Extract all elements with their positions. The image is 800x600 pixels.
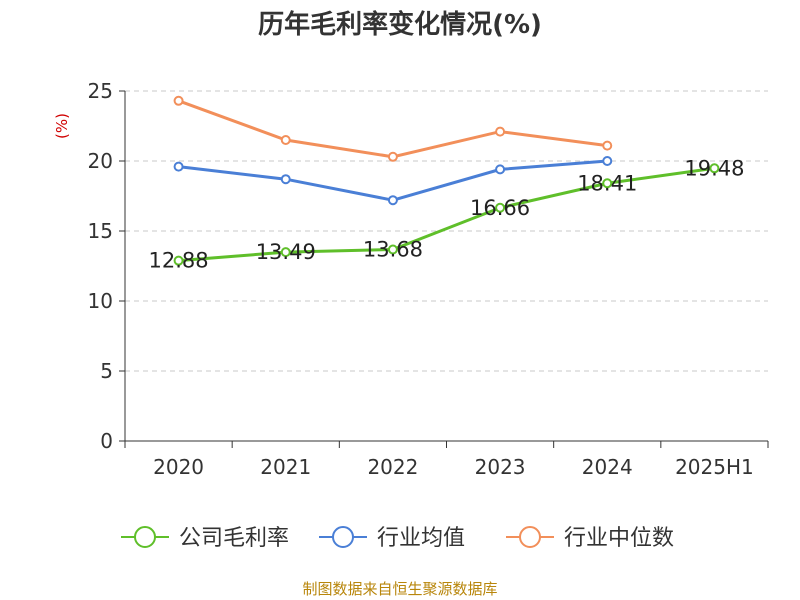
- series-lines: [173, 95, 720, 266]
- data-point: [602, 156, 613, 166]
- data-point: [387, 151, 398, 162]
- data-point: [173, 161, 184, 172]
- data-point: [387, 195, 398, 206]
- series-line-2: [178, 99, 608, 159]
- data-label: 18.41: [577, 171, 637, 195]
- legend-marker: [332, 526, 354, 548]
- data-point: [709, 163, 720, 174]
- data-label: 12.88: [149, 249, 209, 273]
- data-point: [495, 126, 506, 137]
- legend-label: 行业中位数: [564, 526, 674, 551]
- y-axis-label: (%): [53, 113, 71, 139]
- legend-label: 行业均值: [377, 526, 465, 551]
- legend-marker: [519, 526, 541, 548]
- grid-lines: [125, 90, 768, 372]
- data-point: [387, 244, 398, 255]
- y-tick-label: 0: [100, 429, 113, 453]
- y-tick-label: 5: [100, 359, 113, 383]
- data-label: 13.68: [363, 237, 423, 261]
- x-tick-label: 2025H1: [675, 455, 754, 479]
- data-point: [495, 202, 506, 213]
- data-labels: 12.88 13.49 13.68 16.66 18.41 19.48: [149, 156, 745, 272]
- chart-title: 历年毛利率变化情况(%): [258, 10, 542, 40]
- y-axis-label-group: (%): [53, 113, 71, 139]
- legend: 公司毛利率 行业均值 行业中位数: [121, 526, 674, 551]
- data-label: 19.48: [684, 156, 744, 180]
- y-tick-label: 25: [88, 79, 113, 103]
- source-note: 制图数据来自恒生聚源数据库: [302, 580, 498, 598]
- x-tick-label: 2024: [582, 455, 633, 479]
- data-label: 13.49: [256, 240, 316, 264]
- data-point: [280, 174, 291, 185]
- x-tick-label: 2020: [153, 455, 204, 479]
- data-point: [280, 247, 291, 258]
- data-point: [173, 255, 184, 266]
- x-tick-label: 2021: [260, 455, 311, 479]
- data-point: [495, 164, 506, 175]
- data-point: [602, 178, 613, 189]
- x-tick-label: 2022: [367, 455, 418, 479]
- y-tick-label: 10: [88, 289, 113, 313]
- axes: 0 5 10 15 20 25 2020 2021 2022 2023 2024 2025H1: [88, 79, 769, 479]
- data-point: [602, 140, 613, 151]
- data-label: 16.66: [470, 196, 530, 220]
- data-point: [173, 95, 184, 106]
- data-point: [280, 135, 291, 145]
- series-line-0: [178, 166, 715, 263]
- x-tick-label: 2023: [475, 455, 526, 479]
- legend-marker: [134, 526, 156, 548]
- y-tick-label: 20: [88, 149, 113, 173]
- y-tick-label: 15: [88, 219, 113, 243]
- series-line-1: [178, 159, 608, 202]
- legend-label: 公司毛利率: [179, 526, 289, 551]
